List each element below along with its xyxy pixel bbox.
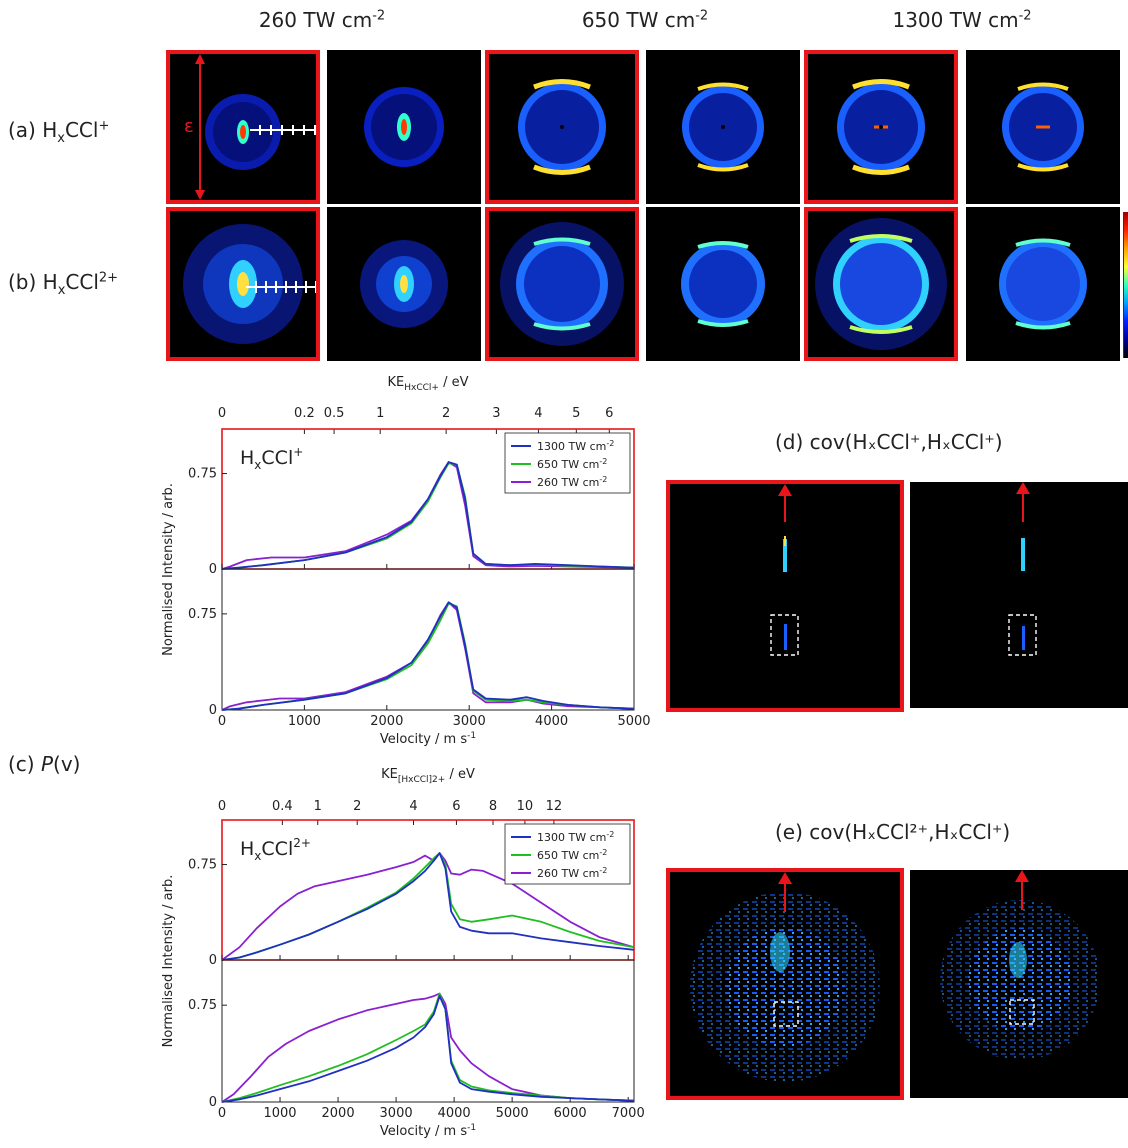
series-line-1300-panel-0 <box>221 852 635 961</box>
top-tick-label-8: 12 <box>546 799 563 814</box>
column-header-650: 650 TW cm-2 <box>581 8 709 32</box>
top-tick-label-0: 0 <box>218 799 226 814</box>
series-line-1300-panel-0 <box>221 461 635 570</box>
inset-label: HxCCl2+ <box>240 836 311 863</box>
panel-e-label: (e) cov(HₓCCl²⁺,HₓCCl⁺) <box>775 820 1011 844</box>
top-tick-label-7: 10 <box>517 799 534 814</box>
x-tick-label-0: 0 <box>218 714 226 729</box>
top-tick-label-7: 5 <box>572 406 580 421</box>
top-tick-label-0: 0 <box>218 406 226 421</box>
x-tick-label-2: 2000 <box>322 1106 355 1121</box>
vmi-image-a-650-sim <box>646 50 800 204</box>
y-axis-label: Normalised Intensity / arb. <box>161 483 176 656</box>
vmi-image-a-1300-raw <box>804 50 958 204</box>
panel-d-label: (d) cov(HₓCCl⁺,HₓCCl⁺) <box>775 430 1003 454</box>
legend-label-260: 260 TW cm-2 <box>537 866 607 880</box>
vmi-image-b-260-raw <box>166 207 320 361</box>
top-tick-label-5: 6 <box>452 799 460 814</box>
legend-label-1300: 1300 TW cm-2 <box>537 830 614 844</box>
vmi-image-b-650-sim <box>646 207 800 361</box>
vmi-image-b-260-sim <box>327 207 481 361</box>
row-label-b: (b) HxCCl2+ <box>8 270 119 298</box>
vmi-image-b-1300-raw <box>804 207 958 361</box>
legend-label-260: 260 TW cm-2 <box>537 475 607 489</box>
series-line-650-panel-1 <box>221 602 635 711</box>
x-tick-label-4: 4000 <box>535 714 568 729</box>
cov-image-e-raw <box>666 868 904 1100</box>
top-tick-label-8: 6 <box>605 406 613 421</box>
top-tick-label-4: 4 <box>409 799 417 814</box>
x-tick-label-1: 1000 <box>263 1106 296 1121</box>
x-tick-label-4: 4000 <box>438 1106 471 1121</box>
vmi-image-a-1300-sim <box>966 50 1120 204</box>
inset-label: HxCCl+ <box>240 445 303 472</box>
pv-chart-hxccl-2plus: KE[HxCCl]2+ / eV0 0.4 1 2 4 6 8 10 1200.7500.750… <box>161 767 645 1139</box>
series-line-1300-panel-1 <box>221 995 635 1103</box>
x-tick-label-3: 3000 <box>380 1106 413 1121</box>
top-tick-label-1: 0.2 <box>294 406 315 421</box>
plot-frame-1 <box>221 959 635 1103</box>
y-tick-label-1-0: 0 <box>209 703 217 718</box>
colorbar <box>1123 212 1128 358</box>
series-line-1300-panel-1 <box>221 601 635 711</box>
cov-image-d-raw <box>666 480 904 712</box>
vmi-image-a-260-raw: ε <box>166 50 320 204</box>
x-tick-label-6: 6000 <box>554 1106 587 1121</box>
series-line-260-panel-1 <box>221 601 635 711</box>
y-tick-label-1-1: 0.75 <box>188 607 217 622</box>
y-tick-label-1-0: 0 <box>209 1095 217 1110</box>
legend-label-650: 650 TW cm-2 <box>537 457 607 471</box>
panel-c-label: (c) P(v) <box>8 752 81 776</box>
top-tick-label-6: 8 <box>489 799 497 814</box>
x-tick-label-7: 7000 <box>612 1106 645 1121</box>
y-tick-label-1-1: 0.75 <box>188 998 217 1013</box>
epsilon-label: ε <box>184 116 194 137</box>
top-tick-label-2: 1 <box>314 799 322 814</box>
top-tick-label-3: 1 <box>376 406 384 421</box>
x-tick-label-5: 5000 <box>496 1106 529 1121</box>
x-tick-label-2: 2000 <box>370 714 403 729</box>
y-axis-label: Normalised Intensity / arb. <box>161 875 176 1048</box>
legend-label-1300: 1300 TW cm-2 <box>537 439 614 453</box>
pv-chart-hxccl-plus: KEHxCCl+ / eV 0 0.2 0.5 1 2 3 4 5 6 0 0.75 0 0.75 0 100… <box>161 375 650 747</box>
top-tick-label-6: 4 <box>534 406 542 421</box>
top-axis-label: KE[HxCCl]2+ / eV <box>381 767 475 785</box>
vmi-image-b-650-raw <box>485 207 639 361</box>
vmi-image-b-1300-sim <box>966 207 1120 361</box>
vmi-image-a-650-raw <box>485 50 639 204</box>
top-tick-label-2: 0.5 <box>324 406 345 421</box>
x-tick-label-5: 5000 <box>617 714 650 729</box>
x-axis-label: Velocity / m s-1 <box>380 1123 476 1139</box>
top-tick-label-4: 2 <box>442 406 450 421</box>
x-tick-label-3: 3000 <box>453 714 486 729</box>
x-tick-label-1: 1000 <box>288 714 321 729</box>
column-header-260: 260 TW cm-2 <box>258 8 386 32</box>
y-tick-label-0-1: 0.75 <box>188 467 217 482</box>
x-axis-label: Velocity / m s-1 <box>380 731 476 747</box>
y-tick-label-0-0: 0 <box>209 562 217 577</box>
column-header-1300: 1300 TW cm-2 <box>892 8 1032 32</box>
cov-image-e-sim <box>910 870 1128 1098</box>
top-axis-label: KEHxCCl+ / eV <box>387 375 468 393</box>
y-tick-label-0-0: 0 <box>209 953 217 968</box>
top-tick-label-5: 3 <box>492 406 500 421</box>
row-label-a: (a) HxCCl+ <box>8 118 110 146</box>
y-tick-label-0-1: 0.75 <box>188 858 217 873</box>
top-tick-label-1: 0.4 <box>272 799 293 814</box>
legend-label-650: 650 TW cm-2 <box>537 848 607 862</box>
series-line-260-panel-1 <box>221 992 635 1103</box>
vmi-image-a-260-sim <box>327 50 481 204</box>
x-tick-label-0: 0 <box>218 1106 226 1121</box>
top-tick-label-3: 2 <box>353 799 361 814</box>
series-line-650-panel-1 <box>221 992 635 1103</box>
cov-image-d-sim <box>910 482 1128 708</box>
plot-frame-1 <box>221 568 635 711</box>
